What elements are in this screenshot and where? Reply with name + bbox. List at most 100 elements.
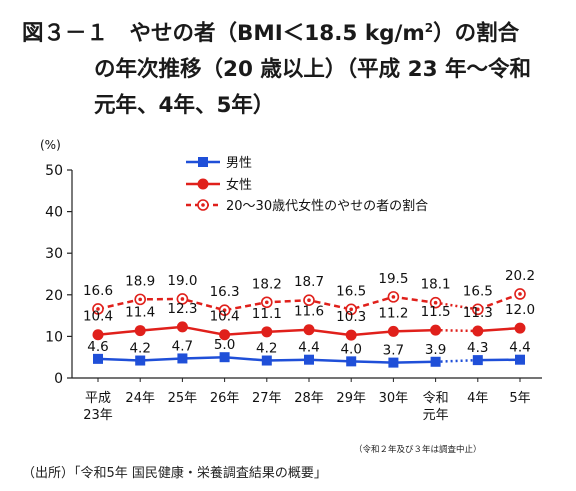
y-tick-label: 30 xyxy=(45,246,63,262)
source-note: （出所）「令和5年 国民健康・栄養調査結果の概要」 xyxy=(22,466,327,481)
data-point xyxy=(261,355,272,366)
chart-axes: 0 10 20 30 40 50 (%) 平成 23年 24年 25年 26年 27年 28年 29年 30年… xyxy=(40,138,542,423)
data-label: 18.9 xyxy=(125,273,155,289)
data-point xyxy=(303,324,315,336)
data-label: 18.1 xyxy=(421,277,451,293)
data-point xyxy=(388,357,399,368)
data-point xyxy=(346,356,357,367)
data-label: 11.3 xyxy=(463,305,493,321)
series-3 xyxy=(92,288,526,316)
data-label: 18.7 xyxy=(294,274,324,290)
series-2 xyxy=(92,321,526,341)
data-label: 11.4 xyxy=(125,305,155,321)
data-point xyxy=(134,325,146,337)
data-point xyxy=(515,354,525,365)
data-label: 10.4 xyxy=(210,309,240,325)
data-point xyxy=(472,325,484,337)
data-point-dot xyxy=(96,307,100,311)
data-label: 10.4 xyxy=(83,309,113,325)
x-tick-label: 30年 xyxy=(379,391,409,406)
series-line xyxy=(477,326,521,333)
legend-marker xyxy=(197,178,209,190)
data-point-dot xyxy=(265,300,269,305)
series-line xyxy=(477,292,521,311)
legend-label: 男性 xyxy=(226,156,252,171)
x-tick-label: 平成 23年 xyxy=(83,391,113,423)
data-label: 16.5 xyxy=(336,283,366,299)
data-point xyxy=(387,325,399,337)
legend-label: 20～30歳代女性のやせの者の割合 xyxy=(226,198,428,214)
data-label: 16.6 xyxy=(83,283,113,299)
data-label: 3.9 xyxy=(425,342,446,358)
series-1 xyxy=(93,352,525,368)
y-tick-label: 40 xyxy=(45,205,63,221)
data-label: 4.0 xyxy=(340,341,361,357)
y-axis-label: (%) xyxy=(40,138,61,152)
chart-data-labels: 4.6 4.2 4.7 5.0 4.2 4.4 4.0 3.7 3.9 4.3 4.4 10.4 11.… xyxy=(83,268,535,359)
data-label: 3.7 xyxy=(383,343,404,359)
data-label: 12.0 xyxy=(505,302,535,318)
data-point xyxy=(261,326,273,338)
legend-marker-dot xyxy=(201,203,205,207)
x-tick-label: 26年 xyxy=(210,391,240,406)
data-point-dot xyxy=(433,300,438,305)
data-label: 4.6 xyxy=(87,339,108,355)
data-label: 11.1 xyxy=(252,306,282,322)
series-gap-line xyxy=(435,358,478,364)
data-label: 10.3 xyxy=(336,309,366,325)
data-point xyxy=(135,355,146,366)
data-label: 5.0 xyxy=(214,337,235,353)
data-point xyxy=(93,353,103,364)
data-label: 19.0 xyxy=(167,273,197,289)
x-tick-label: 5年 xyxy=(509,391,530,406)
data-label: 4.4 xyxy=(298,340,319,356)
data-point xyxy=(219,352,230,363)
chart-title: 図３－１ やせの者（BMI＜18.5 kg/m2）の割合 の年次推移（20 歳以… xyxy=(22,20,532,118)
data-label: 16.5 xyxy=(463,283,493,299)
y-tick-label: 50 xyxy=(45,163,63,179)
data-point xyxy=(176,321,188,333)
data-label: 4.3 xyxy=(467,340,488,356)
data-point-dot xyxy=(307,298,311,303)
x-tick-label: 4年 xyxy=(467,391,488,406)
data-label: 4.2 xyxy=(256,341,277,357)
footnote: （令和２年及び３年は調査中止） xyxy=(354,445,482,455)
x-tick-label: 27年 xyxy=(252,391,282,406)
data-label: 4.2 xyxy=(129,341,150,357)
data-point xyxy=(177,353,188,364)
x-tick-label: 29年 xyxy=(336,391,366,406)
series-gap-line xyxy=(435,328,478,333)
x-tick-label: 24年 xyxy=(125,391,155,406)
data-point-dot xyxy=(180,297,185,301)
data-label: 11.5 xyxy=(421,304,451,320)
legend-marker xyxy=(198,157,208,167)
legend-label: 女性 xyxy=(226,177,252,193)
data-point-dot xyxy=(476,307,480,312)
data-point xyxy=(219,329,231,341)
data-label: 11.6 xyxy=(294,304,324,320)
data-label: 4.4 xyxy=(509,340,530,356)
x-tick-label: 28年 xyxy=(294,391,324,406)
data-label: 18.2 xyxy=(252,276,282,292)
data-label: 12.3 xyxy=(167,301,197,317)
data-point xyxy=(430,356,441,367)
data-label: 19.5 xyxy=(378,271,408,287)
x-tick-label: 25年 xyxy=(168,391,198,406)
data-label: 11.2 xyxy=(378,305,408,321)
data-point-dot xyxy=(138,297,142,302)
y-tick-label: 0 xyxy=(54,371,63,387)
data-point xyxy=(514,322,526,334)
data-point-dot xyxy=(349,307,354,312)
data-point xyxy=(92,329,104,341)
x-tick-label: 令和元年 xyxy=(423,391,449,423)
data-label: 20.2 xyxy=(505,268,535,284)
data-point xyxy=(430,324,442,336)
data-point xyxy=(345,329,357,341)
data-point xyxy=(472,355,483,366)
series-gap-line xyxy=(435,301,478,311)
y-tick-label: 10 xyxy=(45,329,63,345)
data-point-dot xyxy=(391,295,396,299)
data-point-dot xyxy=(222,308,227,312)
